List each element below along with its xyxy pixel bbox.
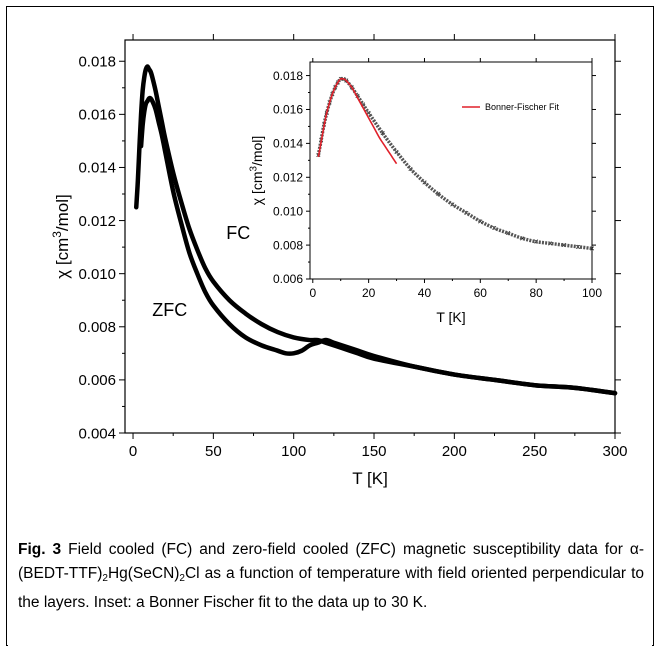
main-annotation-fc: FC bbox=[226, 223, 250, 243]
main-xtick-label: 0 bbox=[129, 443, 137, 460]
inset-xlabel: T [K] bbox=[436, 309, 465, 325]
main-ytick-label: 0.014 bbox=[78, 160, 116, 177]
main-ytick-label: 0.012 bbox=[78, 213, 116, 230]
inset-ytick-label: 0.012 bbox=[273, 170, 303, 184]
main-ytick-label: 0.018 bbox=[78, 53, 116, 70]
inset-data-point: × bbox=[520, 233, 525, 243]
main-series-1-line bbox=[138, 95, 618, 396]
main-xtick-label: 150 bbox=[362, 443, 387, 460]
inset-ytick-label: 0.008 bbox=[273, 238, 303, 252]
inset-data-point: × bbox=[589, 243, 594, 253]
main-series-0-line bbox=[134, 64, 618, 396]
caption-compound-c: Cl bbox=[184, 565, 200, 582]
main-xtick-label: 200 bbox=[442, 443, 467, 460]
inset-ytick-label: 0.018 bbox=[273, 69, 303, 83]
inset-data-point: × bbox=[380, 128, 385, 138]
main-ytick-label: 0.008 bbox=[78, 319, 116, 336]
inset-ylabel: χ [cm3/mol] bbox=[248, 136, 265, 206]
inset-ytick-label: 0.014 bbox=[273, 137, 303, 151]
figure-caption: Fig. 3 Field cooled (FC) and zero-field … bbox=[18, 538, 644, 615]
main-xtick-label: 50 bbox=[205, 443, 222, 460]
main-xlabel: T [K] bbox=[352, 469, 388, 488]
inset-xtick-label: 0 bbox=[309, 286, 316, 300]
inset-ytick-label: 0.010 bbox=[273, 204, 303, 218]
main-xtick-label: 100 bbox=[281, 443, 306, 460]
caption-compound-b: Hg(SeCN) bbox=[107, 565, 180, 582]
figure-svg: 0 50 100 150 200 250 3000.0040.0060.0080.0100.… bbox=[50, 34, 628, 488]
main-xtick-label: 300 bbox=[602, 443, 627, 460]
caption-sub-b: 2 bbox=[179, 573, 185, 584]
main-ylabel: χ [cm3/mol] bbox=[50, 194, 72, 279]
caption-alpha: α bbox=[629, 541, 639, 558]
inset-ytick-label: 0.016 bbox=[273, 103, 303, 117]
frame-bottom-mask bbox=[8, 643, 652, 648]
inset-ytick-label: 0.006 bbox=[273, 272, 303, 286]
main-ytick-label: 0.010 bbox=[78, 266, 116, 283]
caption-text-1: Field cooled (FC) and zero-field cooled … bbox=[61, 541, 630, 558]
inset-data-point: × bbox=[561, 240, 566, 250]
caption-text-2: as a function of temperature with field … bbox=[18, 565, 644, 611]
main-ytick-label: 0.006 bbox=[78, 372, 116, 389]
caption-fig-label: Fig. 3 bbox=[18, 541, 62, 558]
inset-xtick-label: 60 bbox=[474, 286, 488, 300]
inset-xtick-label: 100 bbox=[582, 286, 602, 300]
inset-fit-line bbox=[317, 77, 398, 165]
caption-compound-a: -(BEDT-TTF) bbox=[18, 541, 645, 582]
inset-data-point: × bbox=[355, 91, 360, 101]
inset-xtick-label: 80 bbox=[529, 286, 543, 300]
main-annotation-zfc: ZFC bbox=[152, 300, 187, 320]
inset-legend-label: Bonner-Fischer Fit bbox=[485, 102, 560, 112]
inset-plot: 0 20 40 60 80 100 0.006 0.008 0.010 0.012 0.014 0.0… bbox=[248, 58, 602, 325]
inset-xtick-label: 20 bbox=[362, 286, 376, 300]
caption-sub-a: 2 bbox=[102, 573, 108, 584]
main-ytick-label: 0.016 bbox=[78, 107, 116, 124]
main-xtick-label: 250 bbox=[522, 443, 547, 460]
inset-xtick-label: 40 bbox=[418, 286, 432, 300]
inset-data-point: × bbox=[436, 189, 441, 199]
main-ytick-label: 0.004 bbox=[78, 425, 116, 442]
